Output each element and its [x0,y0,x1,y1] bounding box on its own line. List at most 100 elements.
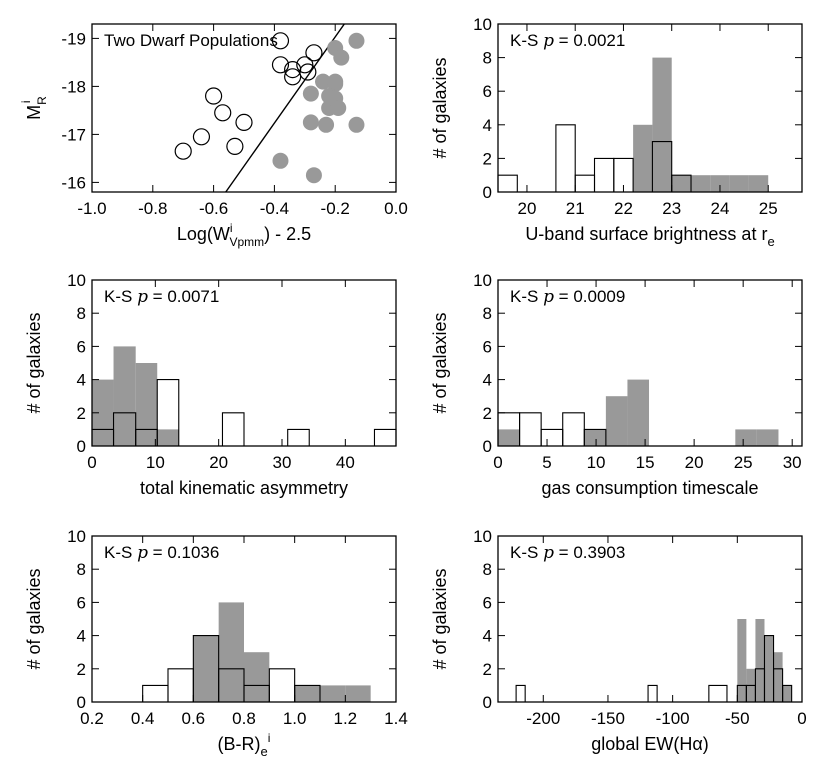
x-axis-label: U-band surface brightness at re [525,224,774,249]
x-tick-label: 0.2 [80,709,104,728]
filled-bar [218,602,244,702]
x-tick-label: 10 [146,453,165,472]
x-axis-label: gas consumption timescale [541,478,758,498]
x-axis-label: (B-R)ei [218,731,271,759]
x-tick-label: -0.4 [260,199,289,218]
open-bar [593,157,615,192]
open-bar [142,684,169,702]
x-label-greek: α [692,734,702,754]
x-tick-label: 22 [614,199,633,218]
ks-p-symbol: p [543,543,554,563]
ks-prefix: K-S [510,31,543,50]
y-tick-label: 10 [67,527,86,546]
filled-bar [157,429,179,446]
filled-bar [113,346,136,446]
open-point [271,56,290,74]
y-tick-label: 0 [77,693,86,712]
filled-bar [652,57,672,192]
open-bar [562,412,585,446]
panel-annotation: K-S p = 0.0009 [510,287,625,307]
y-tick-label: 8 [483,49,492,68]
y-axis-label: # of galaxies [24,312,44,413]
ks-prefix: K-S [510,287,543,306]
x-tick-label: -200 [526,709,560,728]
filled-bar [498,429,520,446]
ks-value: = 0.3903 [554,543,625,562]
x-label-base: total kinematic asymmetry [140,478,348,498]
y-tick-label: 0 [483,437,492,456]
x-tick-label: 0 [797,709,806,728]
open-bar [373,428,397,446]
x-label-tail: ) - 2.5 [264,224,311,244]
filled-point [330,100,347,116]
y-label-base: M [24,105,44,120]
ks-value: = 0.1036 [148,543,219,562]
x-label-sup: i [230,221,233,235]
ks-prefix: K-S [104,287,137,306]
filled-point [333,49,350,66]
panel-annotation: K-S p = 0.0071 [104,287,219,307]
x-tick-label: 21 [566,199,585,218]
filled-point [327,73,344,90]
y-axis-label: # of galaxies [430,57,450,158]
filled-bar [756,429,779,446]
filled-point [272,152,289,169]
filled-point [302,85,319,102]
x-tick-label: 0 [493,453,502,472]
y-tick-label: -18 [61,77,86,96]
filled-point [305,167,322,184]
y-tick-label: 6 [483,82,492,101]
panel-annotation: K-S p = 0.1036 [104,543,219,563]
filled-bar [764,635,774,702]
x-tick-label: 23 [662,199,681,218]
y-tick-label: 2 [77,404,86,423]
filled-bar [755,619,765,702]
y-axis-label: MRi [19,96,49,120]
x-label-sub: e [767,234,774,249]
y-tick-label: 8 [483,560,492,579]
open-point [205,87,223,105]
filled-bar [729,175,749,192]
filled-bar [633,124,653,192]
open-bar [519,412,542,446]
open-bar [497,174,518,192]
open-bar [156,379,180,446]
y-label-sup: i [19,100,33,103]
x-tick-label: -150 [591,709,625,728]
open-point [296,56,314,74]
open-bar [268,668,296,702]
panel-color-br: 0.2 0.4 0.6 0.8 1.0 1.2 1.4 0 2 4 6 8 10 K-S p = 0.10… [24,527,408,759]
plot-frame [497,535,803,703]
open-bar [651,141,673,192]
y-tick-label: 0 [483,183,492,202]
x-tick-label: 0 [87,453,96,472]
y-tick-label: 4 [483,116,492,135]
y-tick-label: 0 [483,693,492,712]
filled-bar [345,685,371,702]
plot-frame [497,279,803,447]
y-tick-label: -17 [61,125,86,144]
x-tick-label: 5 [542,453,551,472]
filled-bar [193,635,219,702]
x-tick-label: 1.4 [384,709,408,728]
open-bar [647,684,658,702]
filled-bar [671,175,692,192]
x-tick-label: 40 [336,453,355,472]
y-tick-label: 6 [77,337,86,356]
panel-ew-halpha: -200 -150 -100 -50 0 0 2 4 6 8 10 K-S p = 0.3903 glo… [430,527,807,754]
y-tick-label: 10 [473,15,492,34]
open-point [226,137,244,155]
x-tick-label: -0.2 [321,199,350,218]
open-bar [294,684,321,702]
x-tick-label: 15 [636,453,655,472]
filled-bar [737,619,747,702]
open-bar [555,124,576,192]
open-bar [574,174,596,192]
filled-bar [710,175,730,192]
y-tick-label: 8 [77,560,86,579]
filled-bar [605,396,628,446]
filled-bar [320,685,346,702]
x-label-sub: Vpmm [230,235,265,249]
